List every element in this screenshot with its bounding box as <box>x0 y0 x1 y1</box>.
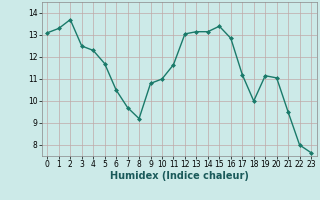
X-axis label: Humidex (Indice chaleur): Humidex (Indice chaleur) <box>110 171 249 181</box>
